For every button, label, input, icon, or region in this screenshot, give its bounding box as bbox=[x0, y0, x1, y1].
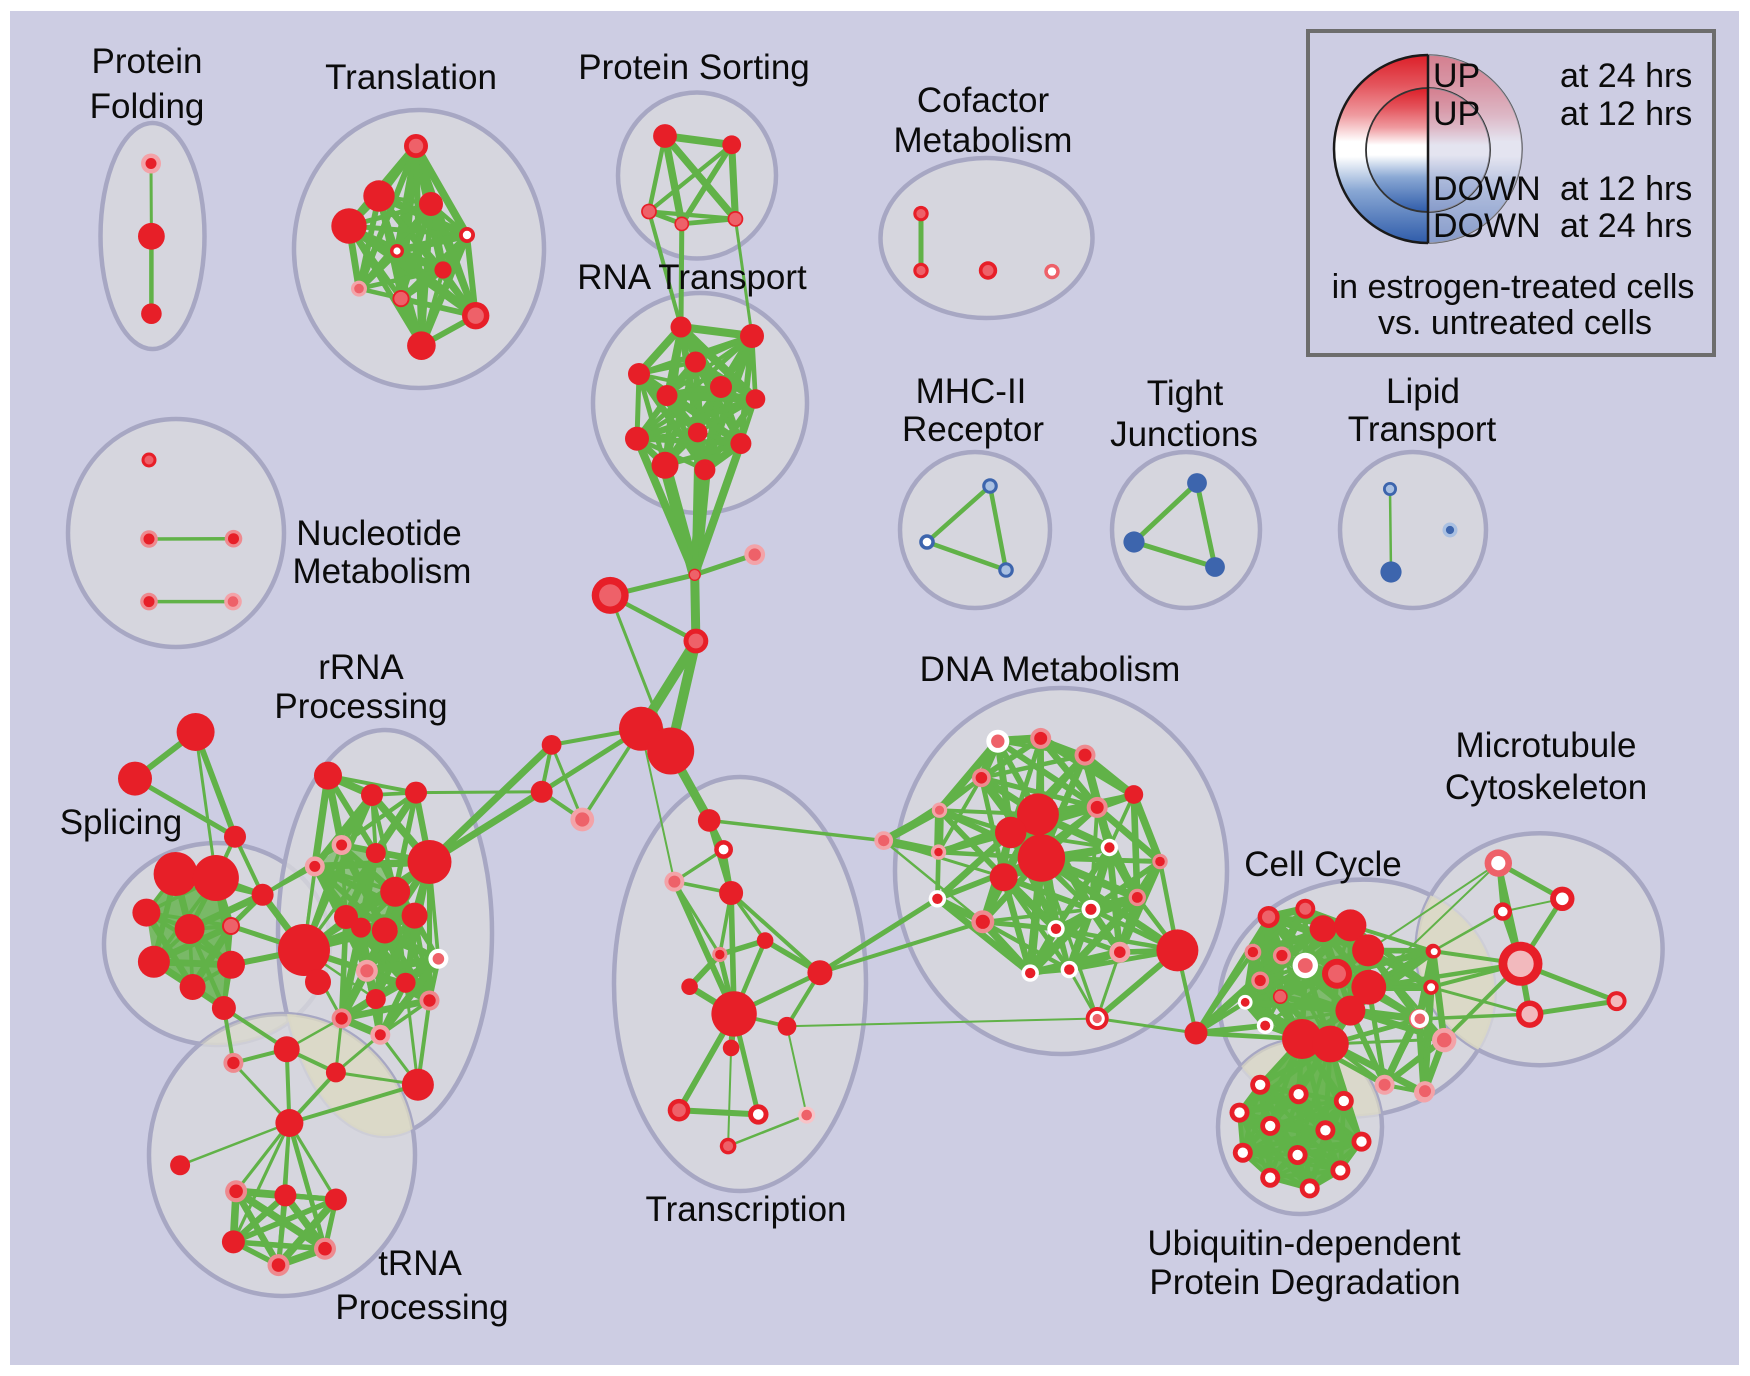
svg-text:DNA Metabolism: DNA Metabolism bbox=[920, 650, 1181, 689]
svg-text:Metabolism: Metabolism bbox=[293, 552, 472, 591]
svg-text:DOWN: DOWN bbox=[1433, 207, 1541, 245]
svg-text:MHC-II: MHC-II bbox=[916, 372, 1027, 411]
svg-text:Cell Cycle: Cell Cycle bbox=[1244, 845, 1402, 884]
svg-text:Metabolism: Metabolism bbox=[894, 121, 1073, 160]
svg-text:RNA Transport: RNA Transport bbox=[577, 258, 807, 297]
svg-text:Folding: Folding bbox=[90, 87, 205, 126]
svg-text:Lipid: Lipid bbox=[1386, 372, 1460, 411]
svg-text:Cofactor: Cofactor bbox=[917, 81, 1050, 120]
svg-text:Tight: Tight bbox=[1147, 374, 1224, 413]
svg-text:at 24 hrs: at 24 hrs bbox=[1560, 57, 1692, 95]
svg-text:Ubiquitin-dependent: Ubiquitin-dependent bbox=[1147, 1224, 1461, 1263]
svg-text:Cytoskeleton: Cytoskeleton bbox=[1445, 768, 1647, 807]
svg-text:tRNA: tRNA bbox=[378, 1244, 462, 1283]
svg-text:rRNA: rRNA bbox=[318, 648, 404, 687]
svg-text:Transcription: Transcription bbox=[646, 1190, 847, 1229]
svg-text:Splicing: Splicing bbox=[60, 803, 183, 842]
svg-text:Junctions: Junctions bbox=[1110, 415, 1258, 454]
svg-text:Receptor: Receptor bbox=[902, 410, 1044, 449]
svg-text:Transport: Transport bbox=[1348, 410, 1497, 449]
svg-text:at 12 hrs: at 12 hrs bbox=[1560, 170, 1692, 208]
svg-text:Microtubule: Microtubule bbox=[1456, 726, 1637, 765]
svg-text:Protein Degradation: Protein Degradation bbox=[1149, 1263, 1460, 1302]
svg-text:Processing: Processing bbox=[274, 687, 447, 726]
svg-text:UP: UP bbox=[1433, 57, 1480, 95]
svg-text:at 24 hrs: at 24 hrs bbox=[1560, 207, 1692, 245]
svg-text:at 12 hrs: at 12 hrs bbox=[1560, 95, 1692, 133]
svg-text:in estrogen-treated cells: in estrogen-treated cells bbox=[1332, 268, 1695, 306]
svg-text:Nucleotide: Nucleotide bbox=[296, 514, 461, 553]
svg-text:Processing: Processing bbox=[335, 1288, 508, 1327]
svg-text:Protein: Protein bbox=[92, 42, 203, 81]
svg-text:UP: UP bbox=[1433, 95, 1480, 133]
svg-text:Protein Sorting: Protein Sorting bbox=[578, 48, 810, 87]
svg-text:DOWN: DOWN bbox=[1433, 170, 1541, 208]
svg-text:vs. untreated cells: vs. untreated cells bbox=[1378, 304, 1652, 342]
svg-text:Translation: Translation bbox=[325, 58, 497, 97]
